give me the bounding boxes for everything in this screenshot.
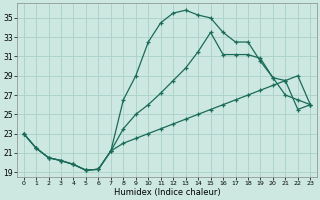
X-axis label: Humidex (Indice chaleur): Humidex (Indice chaleur): [114, 188, 220, 197]
